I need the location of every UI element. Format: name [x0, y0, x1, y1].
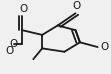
Text: O: O	[72, 1, 81, 11]
Text: O: O	[9, 39, 17, 49]
Text: O: O	[100, 42, 108, 52]
Text: O: O	[6, 46, 14, 56]
Text: O: O	[19, 4, 27, 14]
